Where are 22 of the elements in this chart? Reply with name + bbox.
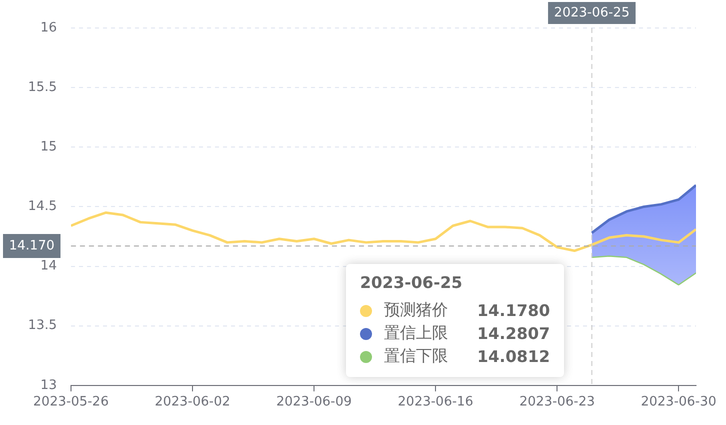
annotation: 14.0812 [477,347,550,366]
x-tick-label: 2023-06-23 [519,394,595,410]
annotation: 14.2807 [477,324,550,343]
x-tick-label: 2023-05-26 [33,394,109,410]
annotation: 2023-06-25 [360,273,464,292]
ref-line-label: 14.170 [8,238,54,254]
y-tick-label: 14 [40,258,57,274]
y-tick-label: 15.5 [28,80,57,95]
y-tick-label: 14.5 [28,199,57,214]
x-tick-label: 2023-06-30 [640,394,716,410]
ref-line-label: 2023-06-25 [554,5,630,20]
legend-label: 置信下限 [384,346,449,367]
y-tick-label: 15 [40,140,57,155]
y-tick-label: 13.5 [28,318,57,334]
x-tick-label: 2023-06-16 [398,394,474,410]
y-tick-label: 13 [40,378,57,393]
x-tick-label: 2023-06-09 [276,394,352,410]
legend-label: 预测猪价 [384,300,449,321]
y-tick-label: 16 [40,20,57,36]
legend-label: 置信上限 [384,323,449,344]
annotation: 14.1780 [477,301,550,320]
x-tick-label: 2023-06-02 [154,394,230,410]
